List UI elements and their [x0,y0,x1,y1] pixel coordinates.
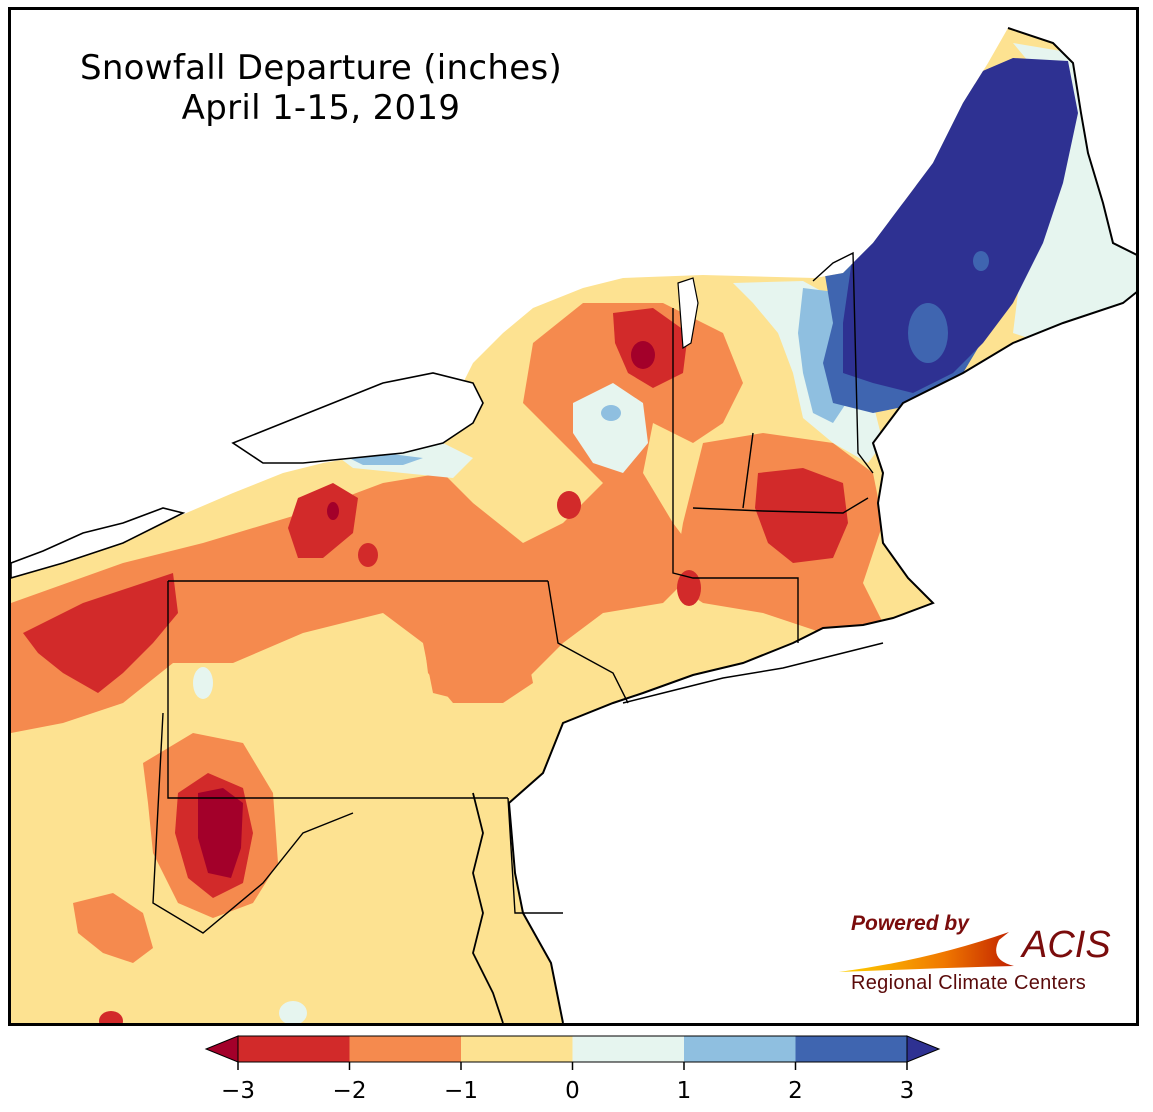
colorbar-tick-label: −2 [332,1078,367,1104]
colorbar-bin [572,1036,684,1062]
colorbar-tick-label: 2 [788,1078,803,1104]
acis-subtitle: Regional Climate Centers [851,972,1087,994]
colorbar [204,1035,941,1070]
colorbar-under-arrow [204,1035,239,1063]
map-frame: Snowfall Departure (inches) April 1-15, … [8,7,1139,1026]
coastline [472,27,1136,1023]
acis-name: ACIS [1022,924,1111,966]
colorbar-over-arrow [906,1035,941,1063]
state-boundaries [152,251,874,934]
colorbar-tick-label: 1 [676,1078,692,1104]
acis-logo: Powered by ACIS Regional Climate Centers [839,908,1129,1008]
colorbar-tick-label: −1 [444,1078,478,1104]
colorbar-bin [349,1036,461,1062]
map-subtitle: April 1-15, 2019 [181,88,461,128]
departure-fill [11,28,1136,1023]
map-title: Snowfall Departure (inches) [79,48,563,88]
colorbar-tick-label: 0 [565,1078,580,1104]
colorbar-bin [684,1036,796,1062]
great-lakes [11,277,699,579]
colorbar-tick-label: −3 [221,1078,255,1104]
colorbar-bin [238,1036,350,1062]
snowfall-departure-map [11,27,1136,1023]
acis-swoosh-icon [839,932,1014,972]
colorbar-tick-label: 3 [899,1078,915,1104]
acis-powered-by: Powered by [851,912,969,935]
colorbar-bin [795,1036,907,1062]
colorbar-bin [461,1036,573,1062]
